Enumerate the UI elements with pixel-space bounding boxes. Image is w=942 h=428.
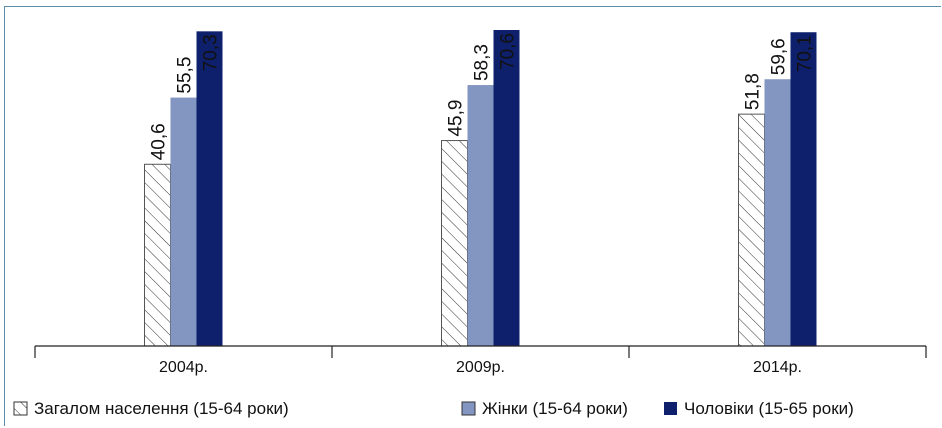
bar-1-3 [738,113,765,347]
legend-swatch-1 [13,401,28,416]
data-label-3-2: 70,6 [498,33,519,70]
data-label-2-2: 58,3 [472,44,493,81]
x-tick-label: 2014р. [753,359,802,376]
bar-1-2 [441,140,468,347]
x-tick-label: 2009р. [456,359,505,376]
legend-label-1: Загалом населення (15-64 роки) [34,399,289,418]
bar-3-1 [196,31,223,347]
bar-2-1 [170,97,197,347]
data-label-2-3: 59,6 [769,38,790,75]
chart-frame [4,6,941,426]
data-label-1-1: 40,6 [149,123,170,160]
legend-swatch-3 [664,402,677,415]
data-label-3-1: 70,3 [201,34,222,71]
x-tick-label: 2004р. [159,359,208,376]
data-label-1-3: 51,8 [743,73,764,110]
bar-2-2 [467,85,494,346]
bar-1-1 [144,163,171,347]
bar-3-3 [790,32,817,346]
legend-swatch-2 [461,401,476,416]
data-label-1-2: 45,9 [446,100,467,137]
data-label-2-1: 55,5 [175,57,196,94]
bar-3-2 [493,30,520,346]
legend-label-2: Жінки (15-64 роки) [482,399,628,418]
bar-2-3 [764,79,791,346]
data-label-3-3: 70,1 [795,35,816,72]
legend-label-3: Чоловіки (15-65 роки) [684,399,854,418]
